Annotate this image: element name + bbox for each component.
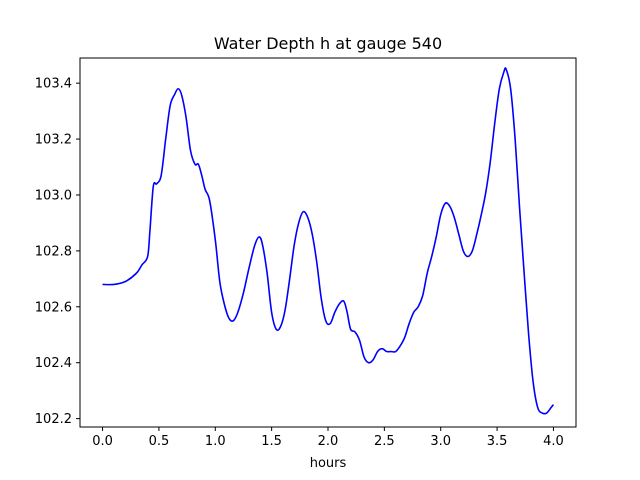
y-tick-label: 103.2 bbox=[35, 133, 72, 148]
series-layer bbox=[102, 67, 555, 415]
x-tick-label: 0.5 bbox=[149, 434, 170, 449]
y-tick-label: 102.4 bbox=[35, 356, 72, 371]
y-tick-label: 102.2 bbox=[35, 412, 72, 427]
y-tick-label: 103.4 bbox=[35, 77, 72, 92]
x-axis-ticks: 0.0 0.5 1.0 1.5 2.0 2.5 3.0 3.5 4.0 bbox=[92, 427, 564, 449]
y-tick-label: 102.8 bbox=[35, 244, 72, 259]
x-tick-label: 1.5 bbox=[261, 434, 282, 449]
y-axis-ticks: 102.2 102.4 102.6 102.8 103.0 103.2 103.4 bbox=[35, 77, 80, 427]
x-tick-label: 2.0 bbox=[318, 434, 339, 449]
x-tick-label: 0.0 bbox=[92, 434, 113, 449]
series-line bbox=[102, 67, 555, 415]
y-tick-label: 103.0 bbox=[35, 188, 72, 203]
chart-title: Water Depth h at gauge 540 bbox=[214, 34, 442, 53]
x-axis-label: hours bbox=[310, 456, 347, 471]
x-tick-label: 3.0 bbox=[430, 434, 451, 449]
plot-area bbox=[80, 58, 576, 427]
y-tick-label: 102.6 bbox=[35, 300, 72, 315]
x-tick-label: 4.0 bbox=[543, 434, 564, 449]
x-tick-label: 3.5 bbox=[487, 434, 508, 449]
x-tick-label: 2.5 bbox=[374, 434, 395, 449]
plot-frame bbox=[79, 57, 577, 428]
x-tick-label: 1.0 bbox=[205, 434, 226, 449]
